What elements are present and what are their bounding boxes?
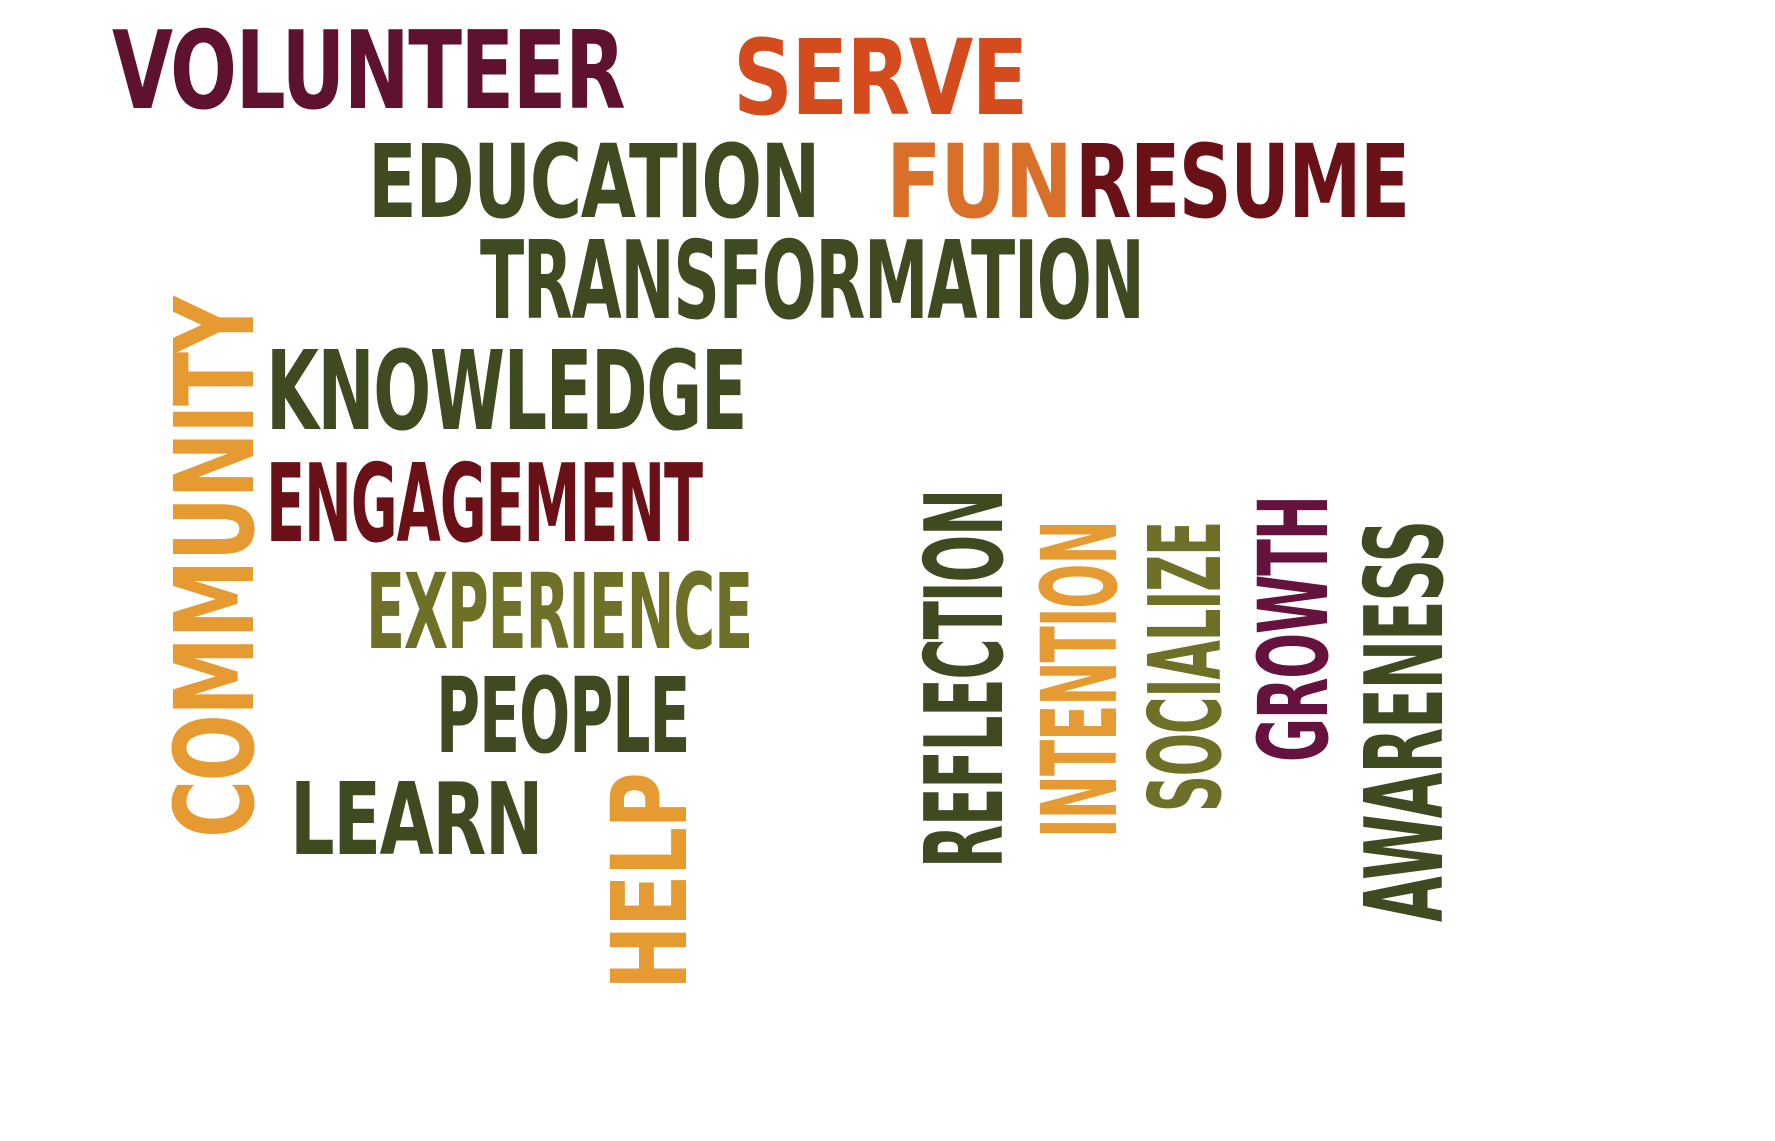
word-community: COMMUNITY [151,297,279,838]
word-socialize: SOCIALIZE [1127,521,1244,812]
word-people: PEOPLE [436,655,691,777]
word-volunteer: VOLUNTEER [112,9,626,134]
word-education: EDUCATION [368,123,820,242]
word-fun: FUN [886,123,1073,242]
word-awareness: AWARENESS [1343,521,1468,922]
word-transformation: TRANSFORMATION [480,219,1145,344]
word-help: HELP [589,773,711,990]
word-intention: INTENTION [1019,521,1141,838]
word-experience: EXPERIENCE [366,551,753,673]
word-resume: RESUME [1075,123,1410,242]
word-growth: GROWTH [1238,496,1350,762]
word-learn: LEARN [290,761,543,878]
word-reflection: REFLECTION [903,489,1028,868]
word-knowledge: KNOWLEDGE [266,327,747,455]
word-engagement: ENGAGEMENT [266,442,703,567]
word-serve: SERVE [733,17,1028,139]
